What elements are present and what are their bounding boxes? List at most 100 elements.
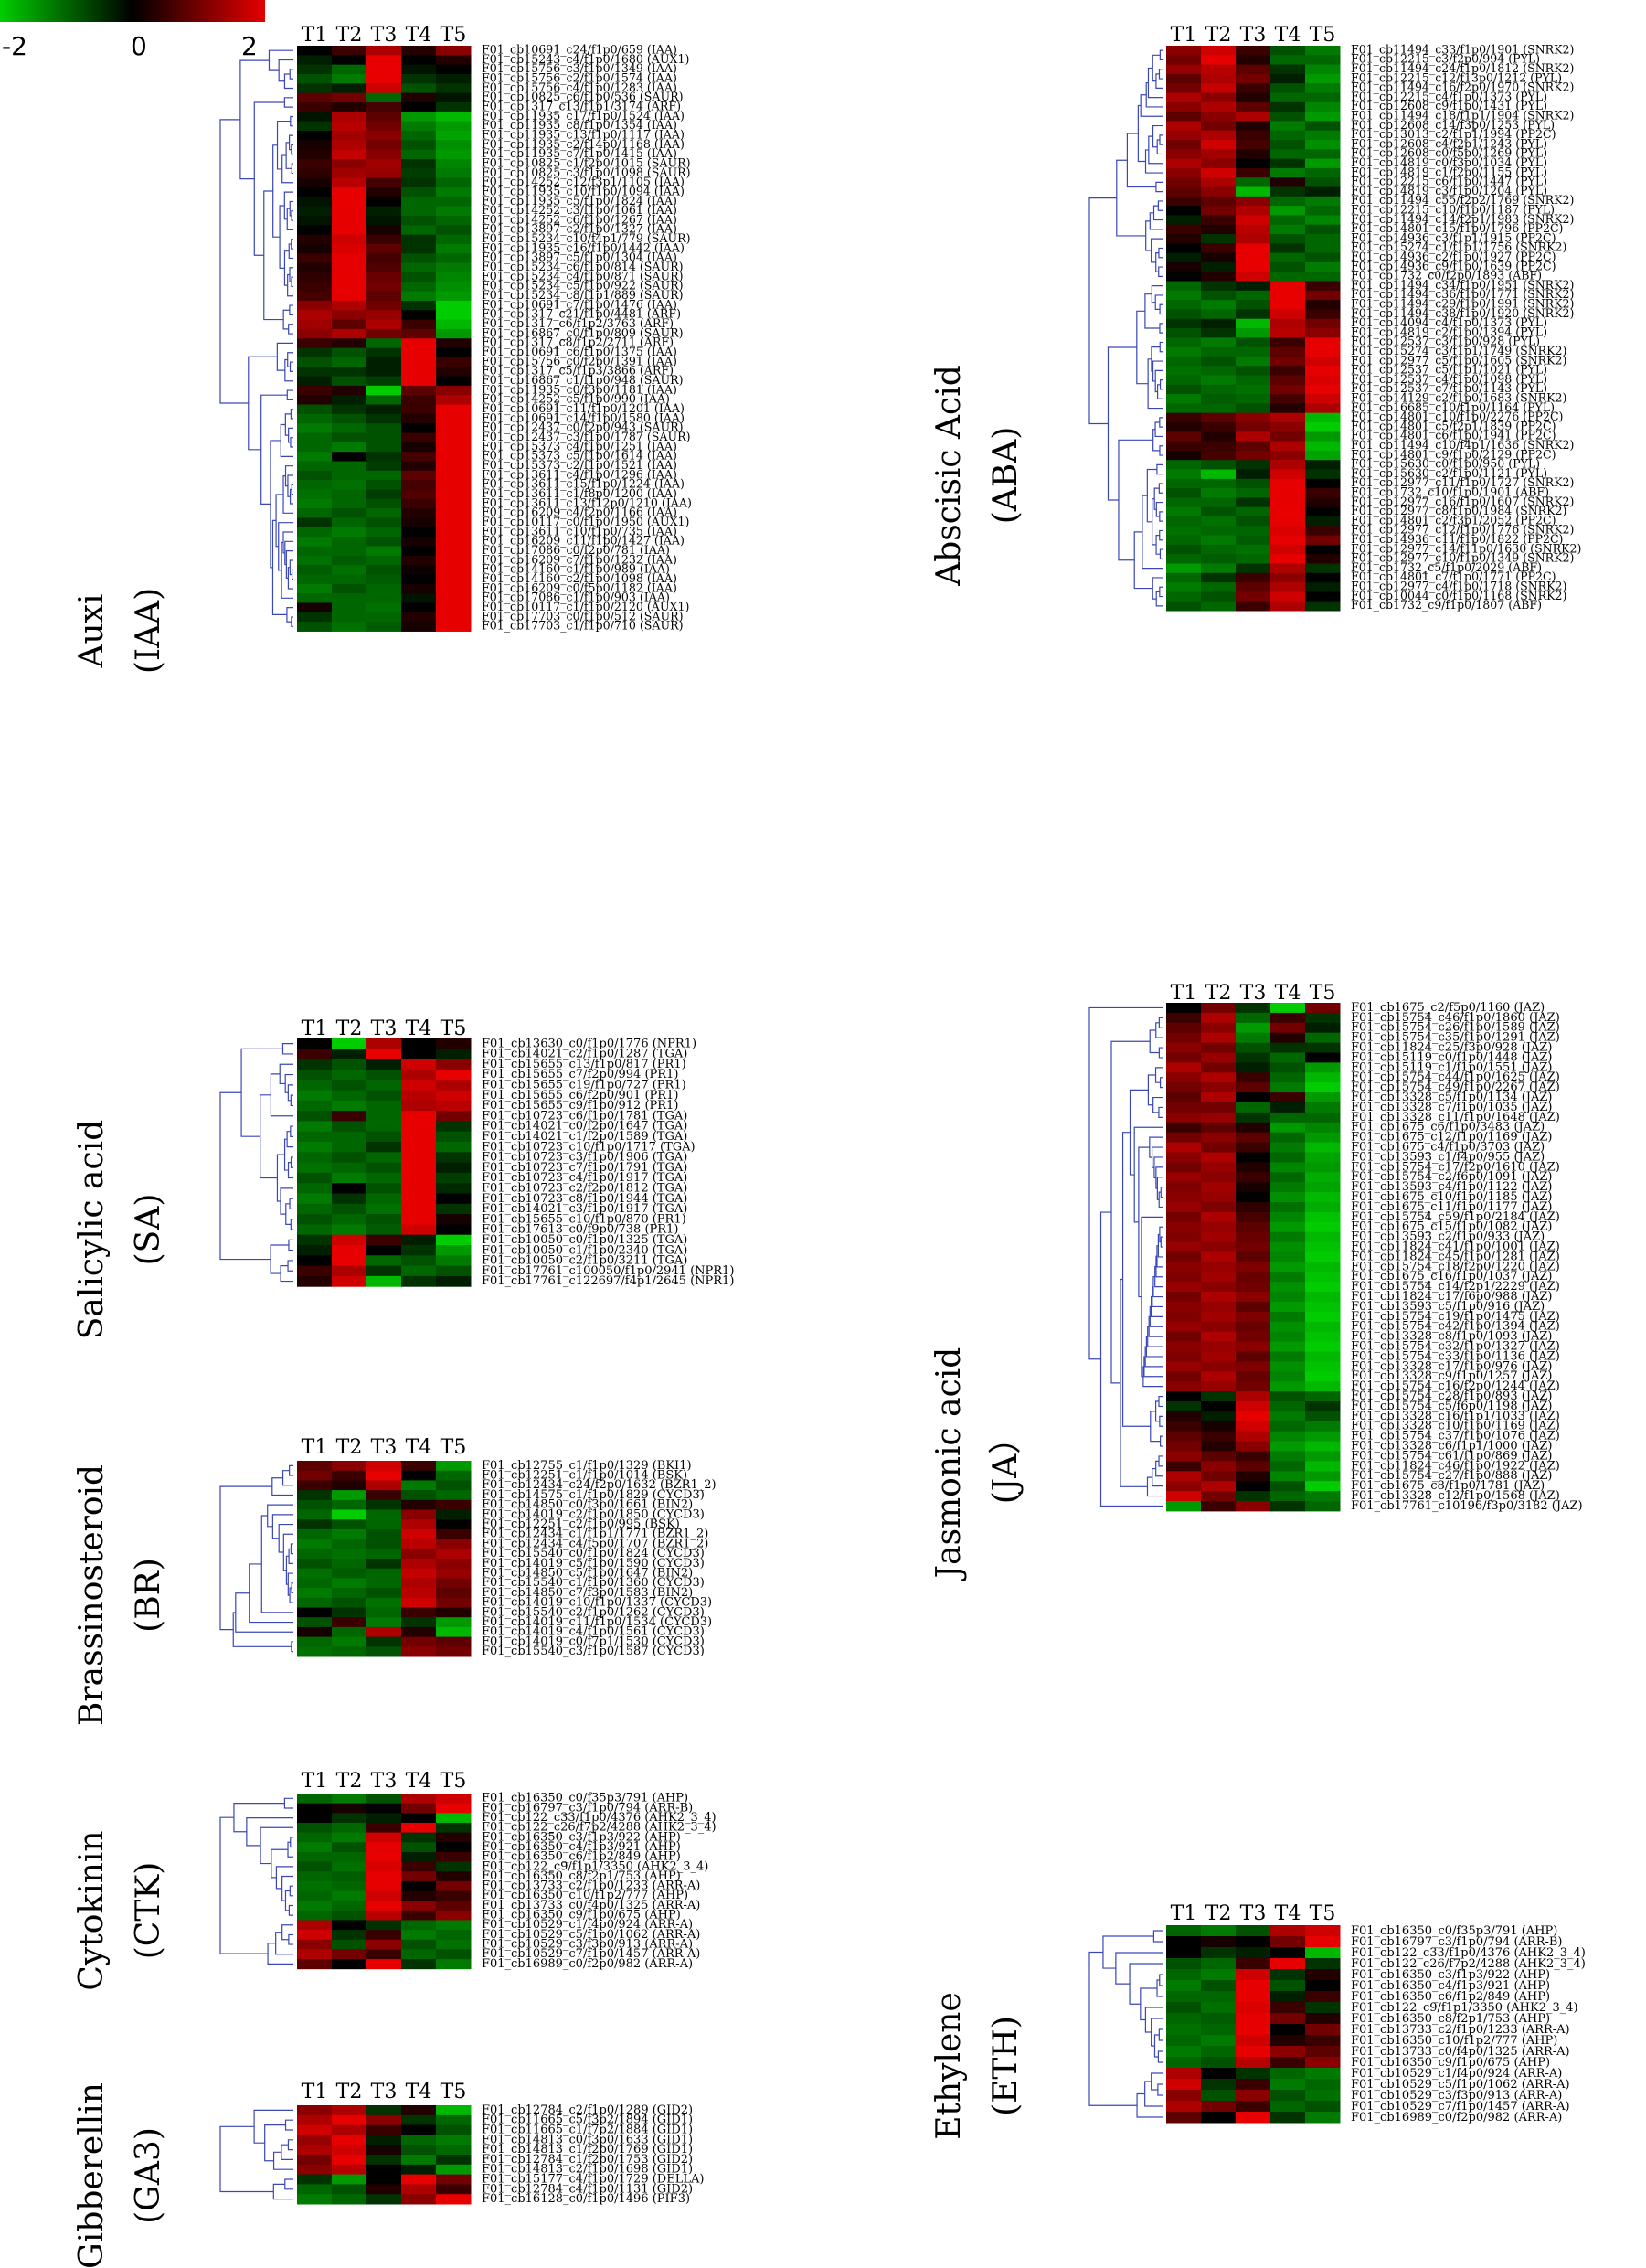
heatmap-cell: [1305, 535, 1341, 546]
heatmap-cell: [436, 1131, 472, 1143]
heatmap-cell: [332, 480, 367, 491]
heatmap-cell: [1236, 318, 1271, 329]
heatmap-cell: [401, 1490, 437, 1501]
dendrogram-branch: [1155, 501, 1163, 517]
gene-label: F01_cb15754_c26/f1p0/1589 (JAZ): [1351, 1021, 1560, 1035]
heatmap-cell: [1270, 1082, 1306, 1093]
gene-label: F01_cb14813_c0/f3p0/1633 (GID1): [482, 2133, 693, 2146]
heatmap-cell: [1236, 243, 1271, 254]
panel-title-ja: Jasmonic acid (JA）: [930, 1347, 1025, 1582]
heatmap-cell: [1305, 1501, 1341, 1512]
heatmap-cell: [1305, 328, 1341, 338]
heatmap-cell: [1166, 591, 1202, 602]
dendrogram-branch: [283, 250, 290, 286]
heatmap-cell: [1305, 2046, 1341, 2058]
heatmap-cell: [401, 1636, 437, 1647]
heatmap-cell: [332, 1549, 367, 1560]
heatmap-cell: [1236, 554, 1271, 564]
heatmap-cell: [366, 1851, 402, 1863]
heatmap-cell: [332, 508, 367, 518]
dendrogram-branch: [285, 1555, 290, 1585]
heatmap-cell: [1270, 2046, 1306, 2058]
dendrogram-branch: [1156, 1245, 1163, 1268]
gene-label: F01_cb16209_c4/f2p0/1166 (IAA): [482, 506, 677, 519]
heatmap-cell: [332, 622, 367, 632]
heatmap-cell: [1236, 1152, 1271, 1163]
heatmap-cell: [297, 1528, 333, 1540]
panel-title-ga3: Gibberellin (GA3): [73, 2082, 167, 2268]
heatmap-cell: [401, 1519, 437, 1530]
heatmap-cell: [436, 158, 472, 169]
heatmap-cell: [1305, 1052, 1341, 1063]
heatmap-cell: [332, 395, 367, 406]
heatmap-cell: [366, 1607, 402, 1618]
heatmap-cell: [1305, 92, 1341, 103]
column-label: T1: [1171, 982, 1197, 1005]
dendrogram-branch: [1157, 1233, 1163, 1258]
heatmap-cell: [1236, 1012, 1271, 1024]
heatmap-cell: [401, 1461, 437, 1472]
heatmap-cell: [1166, 1491, 1202, 1502]
heatmap-cell: [1305, 346, 1341, 357]
heatmap-cell: [332, 1626, 367, 1638]
heatmap-cell: [1236, 346, 1271, 357]
dendrogram-branch: [288, 1548, 293, 1564]
heatmap-cell: [1201, 1172, 1237, 1183]
heatmap-cell: [436, 101, 472, 112]
heatmap-cell: [1201, 488, 1237, 498]
heatmap-cell: [1236, 1491, 1271, 1502]
heatmap-cell: [436, 1049, 472, 1060]
gene-label: F01_cb16350_c10/f1p2/777 (AHP): [1351, 2034, 1557, 2048]
gene-label: F01_cb12537_c3/f1p0/928 (PYL): [1351, 335, 1540, 348]
heatmap-cell: [1305, 318, 1341, 329]
heatmap-cell: [436, 1617, 472, 1628]
heatmap-cell: [401, 328, 437, 339]
heatmap-cell: [332, 1480, 367, 1491]
heatmap-cell: [366, 498, 402, 509]
gene-label: F01_cb10723_c2/f2p0/1812 (TGA): [482, 1181, 687, 1195]
heatmap-cell: [1236, 300, 1271, 310]
heatmap-cell: [436, 1069, 472, 1081]
heatmap-cell: [1236, 1991, 1271, 2003]
heatmap-cell: [297, 1069, 333, 1081]
heatmap-cell: [297, 2124, 333, 2135]
heatmap-cell: [1305, 384, 1341, 395]
heatmap-cell: [1201, 112, 1237, 122]
column-label: T4: [406, 1770, 432, 1793]
dendrogram-branch: [287, 1841, 293, 1858]
heatmap-cell: [436, 1851, 472, 1863]
dendrogram-branch: [219, 1485, 272, 1631]
heatmap-cell: [366, 1265, 402, 1277]
heatmap-cell: [401, 186, 437, 197]
heatmap-cell: [1236, 281, 1271, 292]
heatmap-cell: [1270, 112, 1306, 122]
heatmap-cell: [1201, 2024, 1237, 2036]
heatmap-cell: [1166, 1481, 1202, 1492]
dendrogram-branch: [290, 1543, 293, 1555]
dendrogram-branch: [1159, 586, 1163, 598]
heatmap-cell: [1270, 300, 1306, 310]
gene-label: F01_cb10529_c1/f4p0/924 (ARR-A): [482, 1918, 693, 1932]
dendrogram-branch: [1152, 1467, 1163, 1487]
gene-label: F01_cb16350_c0/f35p3/791 (AHP): [482, 1792, 688, 1805]
column-label: T2: [336, 1770, 363, 1793]
heatmap-cell: [401, 300, 437, 311]
heatmap-cell: [1270, 554, 1306, 564]
heatmap-cell: [436, 565, 472, 575]
heatmap-cell: [366, 1959, 402, 1970]
dendrogram-branch: [291, 1582, 293, 1594]
colorbar: -2 0 2: [0, 0, 265, 61]
heatmap-cell: [1270, 1221, 1306, 1233]
heatmap-cell: [366, 92, 402, 103]
heatmap-cell: [366, 1861, 402, 1872]
panel-br: Brassinosteroid (BR)T1 T2 T3 T4 T5F01_cb12755…: [73, 1436, 717, 1726]
heatmap-cell: [1166, 290, 1202, 301]
heatmap-cell: [1305, 591, 1341, 602]
heatmap-cell: [401, 1646, 437, 1657]
heatmap-cell: [436, 1509, 472, 1520]
heatmap-cell: [332, 1059, 367, 1070]
heatmap-cell: [1166, 2079, 1202, 2091]
heatmap-cell: [1201, 1391, 1237, 1402]
heatmap-cell: [436, 1646, 472, 1657]
dendrogram-branch: [1151, 238, 1163, 263]
